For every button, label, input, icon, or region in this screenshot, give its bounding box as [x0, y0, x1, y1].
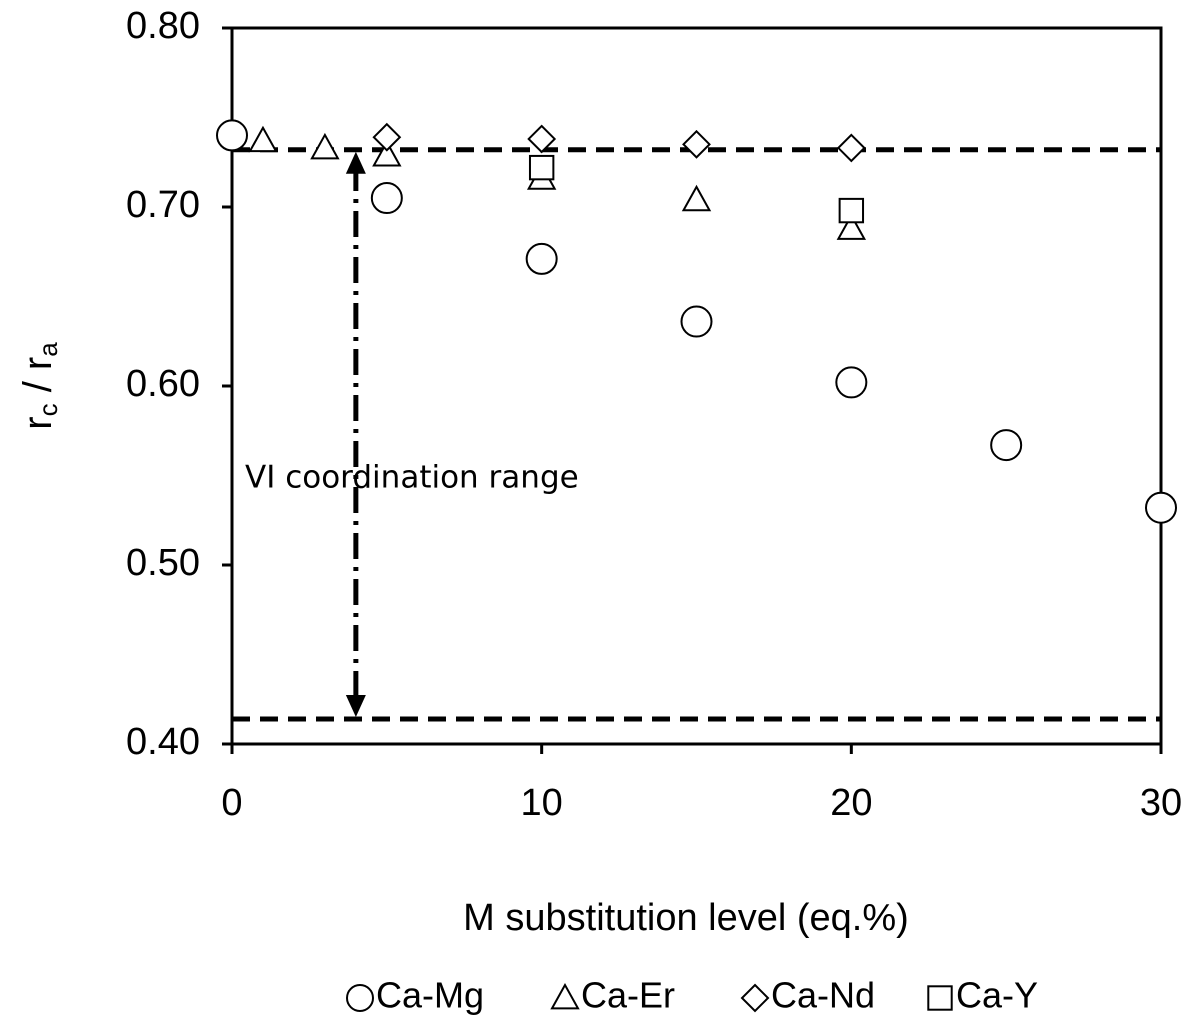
legend-label: Ca-Nd: [771, 975, 875, 1016]
y-label-sub: c: [33, 403, 63, 416]
point: [310, 132, 340, 160]
point: [836, 213, 867, 240]
x-tick-label: 20: [830, 782, 872, 824]
point: [372, 140, 402, 167]
x-tick-label: 0: [221, 782, 242, 824]
y-label-part: / r: [16, 357, 60, 404]
y-tick-label: 0.70: [126, 184, 200, 226]
point: [248, 125, 278, 153]
point: [682, 129, 711, 159]
y-tick-label: 0.80: [126, 5, 200, 47]
point: [216, 119, 248, 152]
point: [838, 197, 865, 224]
point: [680, 305, 713, 338]
x-tick-label: 30: [1140, 782, 1182, 824]
point: [836, 133, 866, 163]
legend-label: Ca-Mg: [376, 975, 484, 1016]
point: [528, 154, 555, 181]
annotation: VI coordination range: [245, 460, 579, 496]
legend-marker: [740, 983, 770, 1013]
point: [527, 124, 557, 154]
y-label-part: r: [16, 416, 60, 429]
point: [990, 429, 1023, 462]
arrow-head: [345, 151, 366, 174]
point: [372, 122, 402, 152]
legend-label: Ca-Y: [956, 975, 1038, 1016]
plot-frame: [230, 26, 1163, 746]
y-label-sub: a: [33, 342, 63, 357]
arrow-head: [345, 694, 366, 717]
y-tick-label: 0.50: [126, 542, 200, 584]
point: [681, 184, 712, 212]
legend-marker: [346, 984, 374, 1012]
point: [370, 182, 403, 215]
x-axis-label: M substitution level (eq.%): [463, 897, 909, 939]
legend-marker: [550, 982, 580, 1010]
point: [525, 242, 558, 275]
y-tick-label: 0.60: [126, 363, 200, 405]
y-tick-label: 0.40: [126, 721, 200, 763]
point: [835, 366, 868, 399]
x-tick-label: 10: [521, 782, 563, 824]
legend-label: Ca-Er: [581, 975, 675, 1016]
point: [1145, 491, 1177, 524]
y-axis-label: rc / ra: [16, 342, 63, 430]
legend-marker: [927, 985, 953, 1011]
